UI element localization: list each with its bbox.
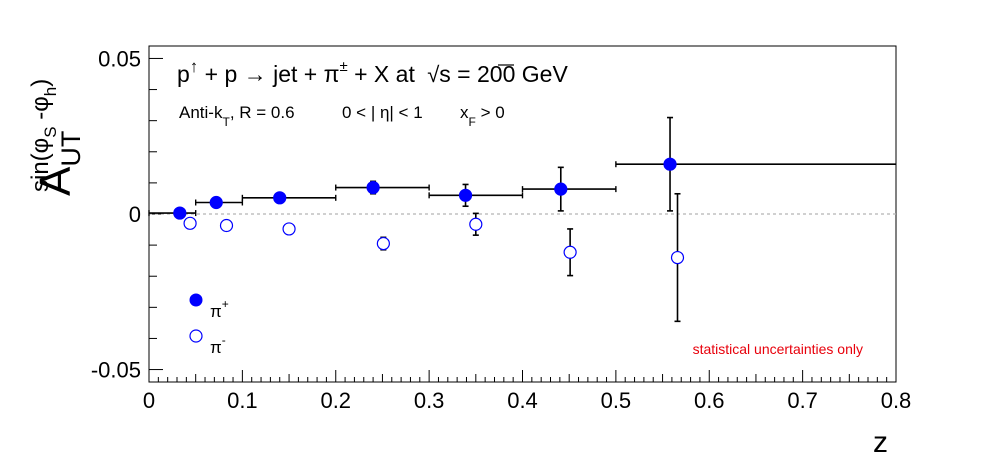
x-tick-label: 0.3 [414, 388, 445, 413]
x-tick-label: 0.4 [507, 388, 538, 413]
legend-pi-plus-marker [189, 293, 203, 307]
x-axis-ticks [148, 370, 897, 382]
svg-text:AUT: AUT [31, 131, 86, 196]
chart-subtitle-xf: xF > 0 [460, 103, 505, 129]
legend-pi-minus-label: π- [210, 333, 226, 357]
y-axis-title: AUT sin(φS -φh) [27, 79, 86, 196]
data-point-pi-plus [173, 206, 187, 220]
x-tick-label: 0.5 [601, 388, 632, 413]
data-point-pi-minus [563, 245, 577, 259]
x-axis-tick-labels: 0 0.1 0.2 0.3 0.4 0.5 0.6 0.7 0.8 [143, 388, 911, 413]
data-point-pi-plus [663, 157, 677, 171]
data-point-pi-minus [376, 236, 390, 251]
data-point-pi-plus [458, 188, 473, 202]
data-markers [173, 157, 685, 265]
data-point-pi-plus [554, 182, 568, 196]
legend-pi-minus-marker [189, 329, 203, 343]
x-tick-label: 0.1 [227, 388, 258, 413]
x-tick-label: 0.7 [787, 388, 818, 413]
data-point-pi-plus [209, 195, 223, 210]
statistical-uncertainty-note: statistical uncertainties only [693, 341, 863, 357]
data-point-pi-minus [670, 250, 685, 265]
legend: π+ π- [189, 293, 229, 357]
data-point-pi-minus [469, 217, 483, 231]
x-tick-label: 0.2 [320, 388, 351, 413]
y-tick-label: -0.05 [91, 358, 141, 383]
x-tick-label: 0.8 [881, 388, 912, 413]
error-bars [176, 116, 681, 323]
data-point-pi-minus [282, 222, 296, 236]
chart-title: p↑ + p → jet + π± + X at √s = 200 GeV [177, 57, 568, 87]
y-axis-tick-labels: -0.05 0 0.05 [91, 46, 141, 382]
x-tick-label: 0.6 [694, 388, 725, 413]
svg-text:sin(φS -φh): sin(φS -φh) [27, 79, 60, 192]
data-point-pi-plus [366, 180, 380, 195]
pi-plus-bin-widths [148, 161, 896, 217]
data-point-pi-minus [219, 218, 234, 233]
y-tick-label: 0.05 [98, 46, 141, 71]
chart-subtitle-cuts: Anti-kT, R = 0.6 [179, 103, 295, 129]
x-axis-title: z [873, 426, 888, 459]
data-point-pi-minus [183, 216, 197, 230]
data-point-pi-plus [273, 191, 287, 205]
legend-pi-plus-label: π+ [210, 297, 229, 321]
chart-subtitle-eta: 0 < | η| < 1 [342, 103, 423, 122]
x-tick-label: 0 [143, 388, 155, 413]
y-tick-label: 0 [129, 202, 141, 227]
y-axis-title-A: A [31, 166, 80, 196]
